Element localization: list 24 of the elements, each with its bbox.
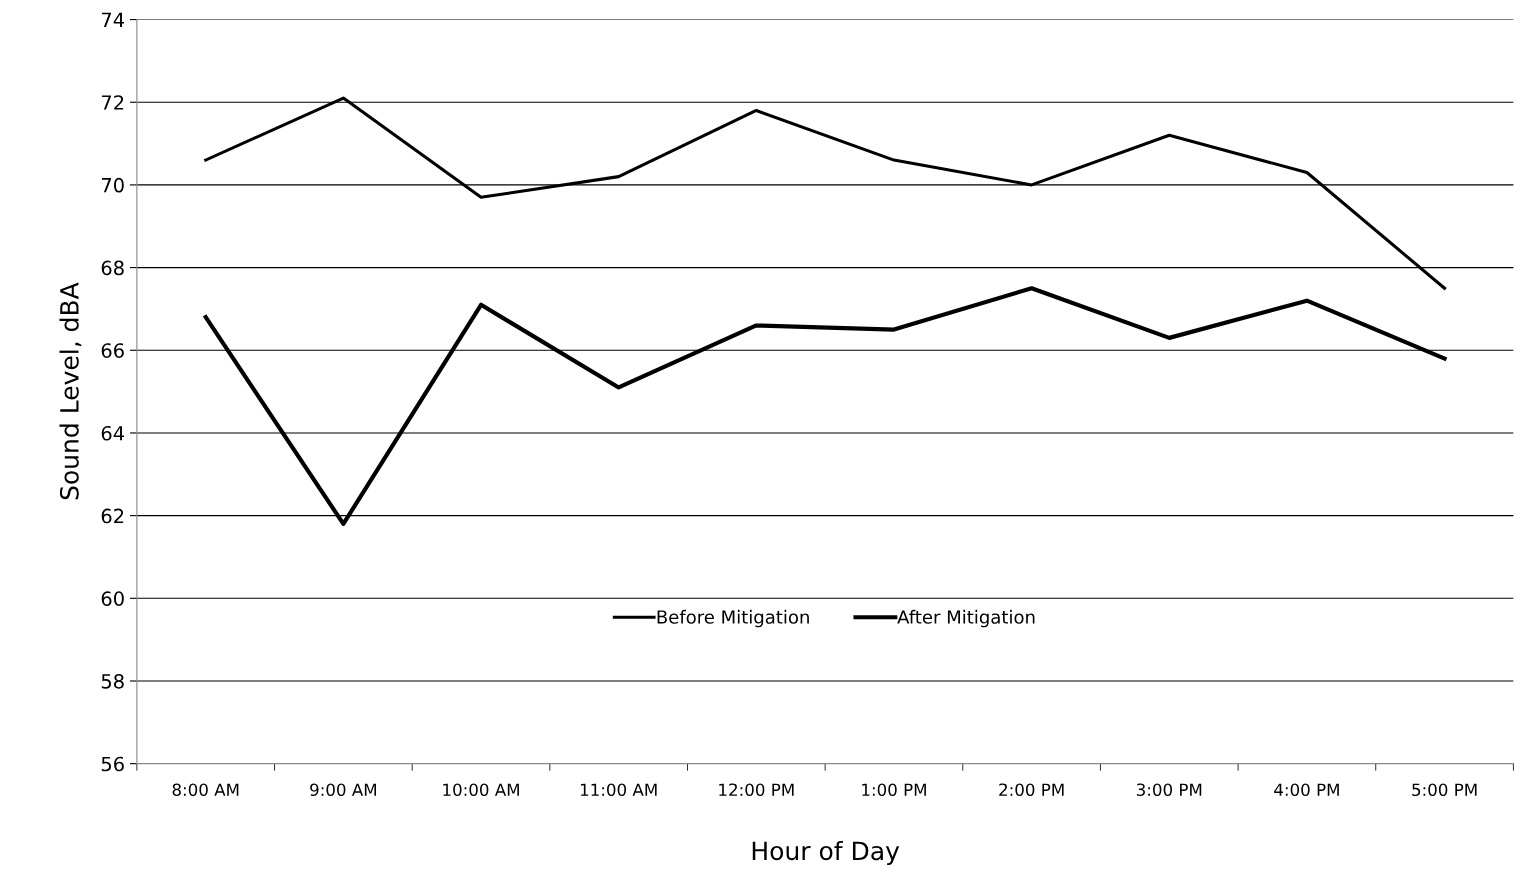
y-tick-label: 74 <box>101 12 124 27</box>
x-tick-label: 5:00 PM <box>1412 783 1477 797</box>
x-tick-label: 2:00 PM <box>999 783 1064 797</box>
x-tick-label: 3:00 PM <box>1136 783 1202 797</box>
y-tick-label: 62 <box>101 508 124 524</box>
x-tick-label: 12:00 PM <box>719 783 794 797</box>
y-tick-label: 64 <box>101 425 124 441</box>
y-tick-label: 70 <box>101 177 124 193</box>
y-tick-label: 56 <box>101 756 124 772</box>
x-tick-label: 9:00 AM <box>310 783 376 797</box>
x-tick-label: 8:00 AM <box>172 783 239 797</box>
legend-label: After Mitigation <box>897 609 1035 628</box>
x-tick-label: 1:00 PM <box>862 783 926 797</box>
y-tick-label: 60 <box>101 591 124 606</box>
y-axis-title: Sound Level, dBA <box>59 282 82 500</box>
x-tick-label: 4:00 PM <box>1274 783 1339 797</box>
x-tick-label: 11:00 AM <box>580 783 657 797</box>
legend-label: Before Mitigation <box>657 609 809 628</box>
x-axis-title: Hour of Day <box>752 840 900 866</box>
y-tick-label: 68 <box>101 260 124 276</box>
x-tick-label: 10:00 AM <box>443 783 519 797</box>
y-tick-label: 72 <box>101 95 124 110</box>
y-tick-label: 66 <box>101 343 124 358</box>
y-tick-label: 58 <box>101 673 124 689</box>
